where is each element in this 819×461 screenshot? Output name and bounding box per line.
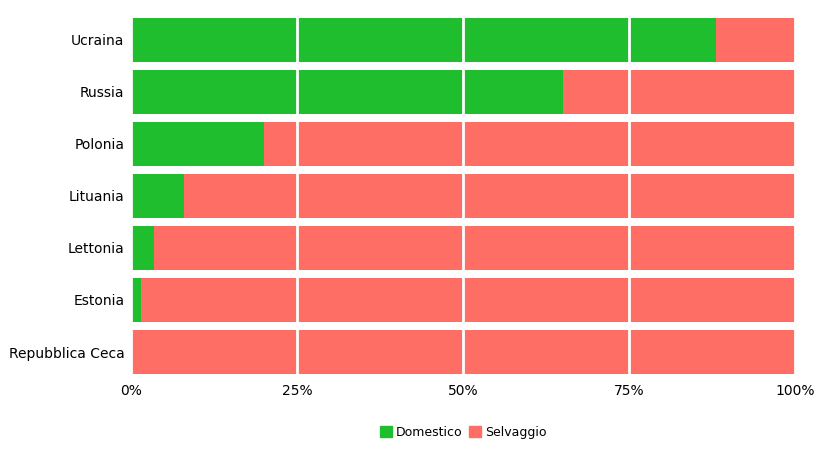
Bar	[264, 122, 794, 166]
Legend: Domestico, Selvaggio: Domestico, Selvaggio	[374, 421, 551, 443]
Bar	[131, 278, 141, 322]
Bar	[131, 122, 264, 166]
Bar	[141, 278, 794, 322]
Bar	[154, 226, 794, 270]
Bar	[131, 330, 794, 374]
Bar	[715, 18, 794, 62]
Bar	[184, 174, 794, 218]
Bar	[131, 70, 562, 114]
Bar	[131, 174, 184, 218]
Bar	[131, 18, 715, 62]
Bar	[562, 70, 794, 114]
Bar	[131, 226, 154, 270]
